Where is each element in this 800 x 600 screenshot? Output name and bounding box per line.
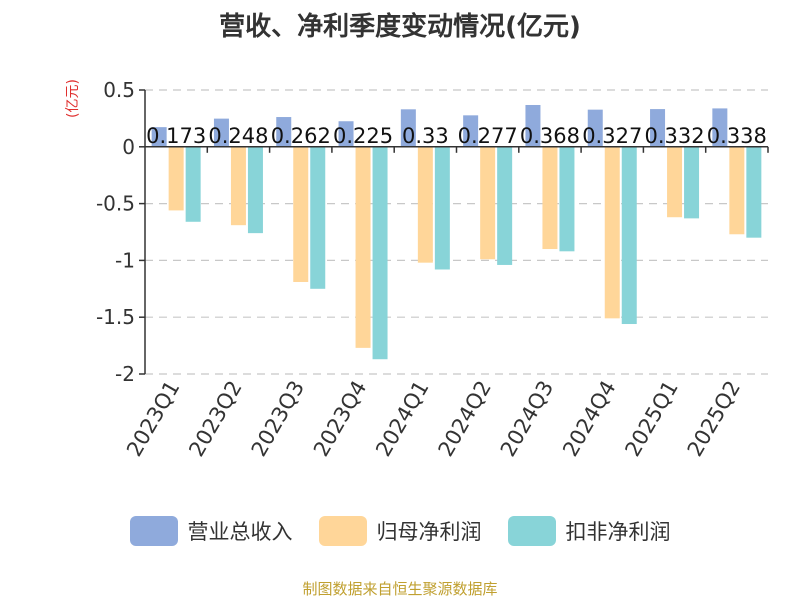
x-tick-label: 2024Q4 <box>558 377 620 461</box>
data-label-revenue: 0.248 <box>208 124 268 148</box>
data-label-revenue: 0.225 <box>333 124 393 148</box>
legend-swatch-revenue <box>129 516 178 546</box>
bar-net-profit <box>480 146 496 260</box>
x-tick-label: 2023Q4 <box>309 377 371 461</box>
bar-net-profit <box>604 146 620 319</box>
x-tick-label: 2023Q3 <box>247 377 309 461</box>
legend-item-revenue[interactable]: 营业总收入 <box>129 516 293 546</box>
bar-revenue <box>338 121 354 147</box>
x-tick-label: 2023Q1 <box>122 377 184 461</box>
chart-title: 营收、净利季度变动情况(亿元) <box>219 12 581 42</box>
bar-deducted-net-profit <box>621 146 637 325</box>
data-label-revenue: 0.338 <box>707 124 767 148</box>
x-tick-label: 2024Q2 <box>434 377 496 461</box>
bar-net-profit <box>542 146 558 250</box>
y-tick-label: -0.5 <box>96 192 135 216</box>
bar-net-profit <box>417 146 433 263</box>
bar-deducted-net-profit <box>372 146 388 360</box>
data-label-revenue: 0.173 <box>146 124 206 148</box>
data-source-note: 制图数据来自恒生聚源数据库 <box>302 580 498 598</box>
bar-net-profit <box>667 146 683 218</box>
legend: 营业总收入 归母净利润 扣非净利润 <box>0 516 800 546</box>
bar-revenue <box>525 104 541 147</box>
legend-swatch-deducted-net-profit <box>507 516 556 546</box>
bar-deducted-net-profit <box>185 146 201 222</box>
bar-revenue <box>712 108 728 147</box>
legend-swatch-net-profit <box>318 516 367 546</box>
bar-revenue <box>276 117 292 147</box>
data-label-revenue: 0.368 <box>520 124 580 148</box>
legend-item-deducted-net-profit[interactable]: 扣非净利润 <box>507 516 671 546</box>
legend-item-net-profit[interactable]: 归母净利润 <box>318 516 482 546</box>
y-tick-label: 0.5 <box>103 78 135 102</box>
legend-label-net-profit: 归母净利润 <box>376 520 482 544</box>
bar-deducted-net-profit <box>247 146 263 234</box>
bar-net-profit <box>729 146 745 235</box>
bar-revenue <box>213 118 229 147</box>
bar-net-profit <box>355 146 371 348</box>
bar-deducted-net-profit <box>746 146 762 238</box>
x-tick-label: 2024Q3 <box>496 377 558 461</box>
x-tick-label: 2025Q2 <box>683 377 745 461</box>
bar-revenue <box>587 109 603 147</box>
data-label-revenue: 0.277 <box>458 124 518 148</box>
data-label-revenue: 0.332 <box>644 124 704 148</box>
x-tick-label: 2025Q1 <box>620 377 682 461</box>
bar-net-profit <box>168 146 184 211</box>
bar-deducted-net-profit <box>684 146 700 219</box>
bar-deducted-net-profit <box>559 146 575 252</box>
bar-revenue <box>400 109 416 147</box>
bar-deducted-net-profit <box>310 146 326 289</box>
data-label-revenue: 0.33 <box>402 124 449 148</box>
legend-label-deducted-net-profit: 扣非净利润 <box>565 520 671 544</box>
data-label-revenue: 0.327 <box>582 124 642 148</box>
y-tick-label: -1.5 <box>96 305 135 329</box>
legend-label-revenue: 营业总收入 <box>187 520 293 544</box>
data-label-revenue: 0.262 <box>271 124 331 148</box>
y-tick-label: -1 <box>115 248 135 272</box>
bar-revenue <box>463 115 479 147</box>
bar-deducted-net-profit <box>434 146 450 270</box>
y-tick-label: -2 <box>115 362 135 386</box>
bar-net-profit <box>293 146 309 282</box>
bar-net-profit <box>230 146 246 226</box>
bar-revenue <box>650 109 666 147</box>
x-tick-label: 2024Q1 <box>371 376 433 460</box>
y-tick-label: 0 <box>122 135 135 159</box>
bar-revenue <box>151 127 167 147</box>
bar-deducted-net-profit <box>497 146 513 265</box>
x-tick-label: 2023Q2 <box>184 377 246 461</box>
